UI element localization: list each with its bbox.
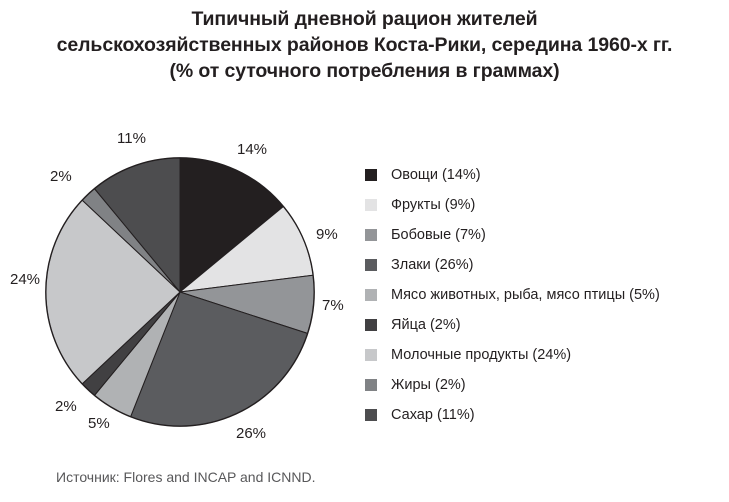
legend-item-label: Мясо животных, рыба, мясо птицы (5%) (391, 286, 660, 303)
pie-chart-svg (45, 157, 315, 427)
legend-swatch-icon (365, 169, 377, 181)
legend-swatch-icon (365, 199, 377, 211)
legend-item-label: Фрукты (9%) (391, 196, 476, 213)
legend-item-label: Сахар (11%) (391, 406, 475, 423)
label-legumes: 7% (322, 297, 344, 314)
source-note: Источник: Flores and INCAP and ICNND. (56, 469, 316, 485)
legend-item-label: Злаки (26%) (391, 256, 474, 273)
label-fats: 2% (50, 168, 72, 185)
legend-swatch-icon (365, 289, 377, 301)
pie-chart (45, 157, 315, 427)
label-eggs: 2% (55, 398, 77, 415)
legend-item[interactable]: Яйца (2%) (365, 310, 660, 340)
legend-item[interactable]: Фрукты (9%) (365, 190, 660, 220)
legend-item-label: Яйца (2%) (391, 316, 461, 333)
legend-swatch-icon (365, 319, 377, 331)
legend-item-label: Молочные продукты (24%) (391, 346, 572, 363)
label-meat: 5% (88, 415, 110, 432)
legend-swatch-icon (365, 409, 377, 421)
title-line-3: (% от суточного потребления в граммах) (169, 60, 560, 82)
legend-item-label: Жиры (2%) (391, 376, 466, 393)
pie-outline (45, 157, 315, 427)
title-line-1: Типичный дневной рацион жителей (191, 8, 538, 30)
legend-item[interactable]: Злаки (26%) (365, 250, 660, 280)
legend-swatch-icon (365, 349, 377, 361)
label-dairy: 24% (10, 271, 41, 288)
label-sugar: 11% (117, 130, 146, 147)
title-line-2: сельскохозяйственных районов Коста-Рики,… (56, 34, 673, 56)
legend-item[interactable]: Жиры (2%) (365, 370, 660, 400)
legend-item[interactable]: Молочные продукты (24%) (365, 340, 660, 370)
legend-swatch-icon (365, 229, 377, 241)
page-title: Типичный дневной рацион жителей сельскох… (0, 6, 729, 84)
legend-item[interactable]: Мясо животных, рыба, мясо птицы (5%) (365, 280, 660, 310)
label-fruits: 9% (316, 226, 338, 243)
label-cereals: 26% (236, 425, 267, 442)
legend-item[interactable]: Овощи (14%) (365, 160, 660, 190)
legend-item[interactable]: Сахар (11%) (365, 400, 660, 430)
legend-item-label: Овощи (14%) (391, 166, 481, 183)
legend-swatch-icon (365, 259, 377, 271)
legend-item-label: Бобовые (7%) (391, 226, 486, 243)
legend-item[interactable]: Бобовые (7%) (365, 220, 660, 250)
legend-swatch-icon (365, 379, 377, 391)
label-vegetables: 14% (237, 141, 268, 158)
pie-slice-group (45, 157, 315, 427)
legend: Овощи (14%) Фрукты (9%) Бобовые (7%) Злаки … (365, 160, 660, 430)
